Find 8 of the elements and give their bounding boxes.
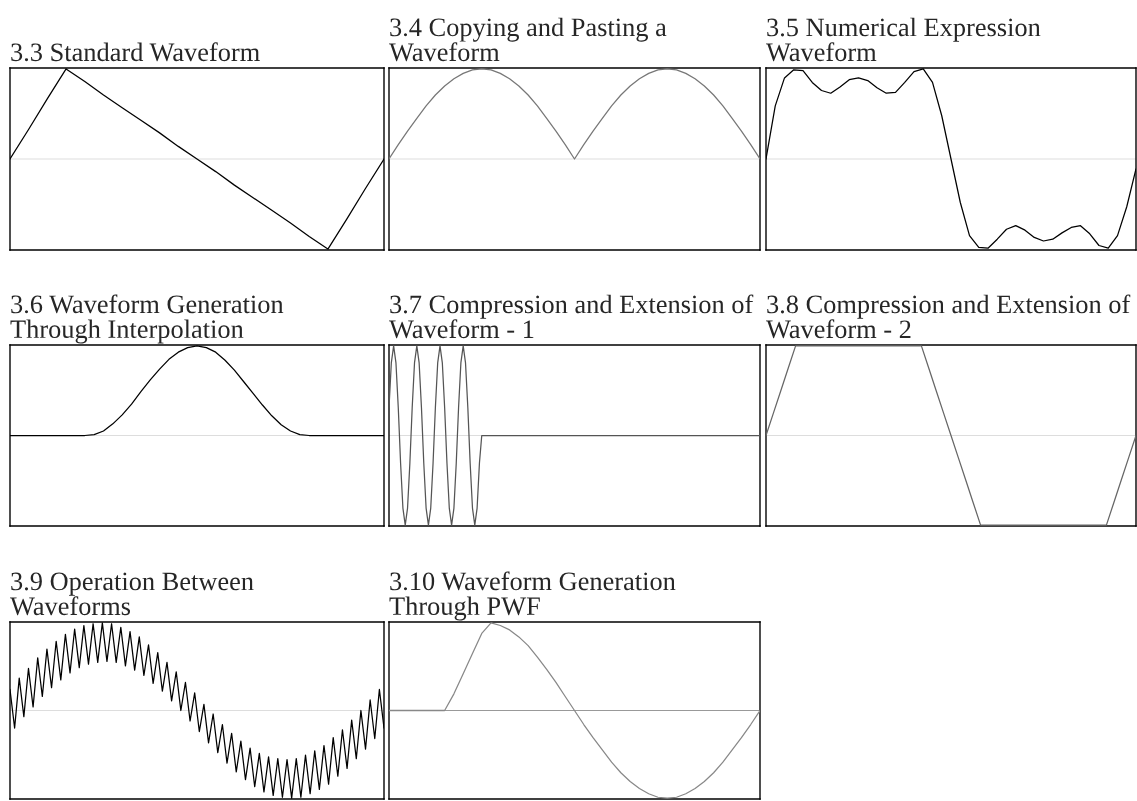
chart-title: 3.6 Waveform Generation Through Interpolation — [10, 294, 284, 344]
chart-title: 3.3 Standard Waveform — [11, 42, 260, 62]
chart-title: 3.8 Compression and Extension of Waveform - 2 — [766, 294, 1131, 339]
chart-title: 3.5 Numerical Expression Waveform — [766, 17, 1041, 62]
chart-title: 3.7 Compression and Extension of Waveform - 1 — [389, 294, 754, 339]
chart-title: 3.10 Waveform Generation Through PWF — [389, 571, 676, 621]
chart-title: 3.4 Copying and Pasting a Waveform — [389, 17, 667, 62]
chart-title: 3.9 Operation Between Waveforms — [10, 572, 254, 616]
